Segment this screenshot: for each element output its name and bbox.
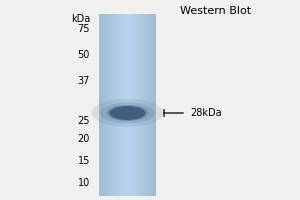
Text: 10: 10 bbox=[78, 178, 90, 188]
Ellipse shape bbox=[107, 105, 148, 121]
Text: 15: 15 bbox=[78, 156, 90, 166]
Ellipse shape bbox=[100, 102, 154, 123]
Text: 28kDa: 28kDa bbox=[190, 108, 222, 118]
Text: kDa: kDa bbox=[71, 14, 90, 24]
Text: 50: 50 bbox=[78, 50, 90, 60]
Text: 37: 37 bbox=[78, 76, 90, 86]
Ellipse shape bbox=[92, 99, 164, 127]
Text: 20: 20 bbox=[78, 134, 90, 144]
Text: 75: 75 bbox=[77, 24, 90, 34]
Text: Western Blot: Western Blot bbox=[180, 6, 252, 16]
Text: 25: 25 bbox=[77, 116, 90, 126]
Ellipse shape bbox=[110, 106, 146, 120]
